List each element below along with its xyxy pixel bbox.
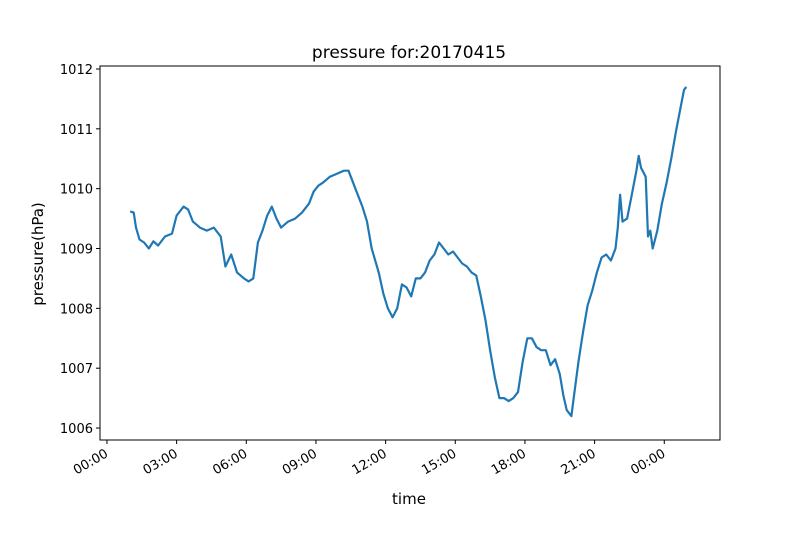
- x-tick-label: 09:00: [280, 446, 320, 478]
- x-tick-label: 06:00: [210, 446, 250, 478]
- x-tick-label: 03:00: [141, 446, 181, 478]
- y-tick-label: 1011: [60, 123, 93, 138]
- x-tick-label: 18:00: [489, 446, 529, 478]
- x-tick-label: 21:00: [559, 446, 599, 478]
- x-tick-label: 00:00: [628, 446, 668, 478]
- y-axis-label: pressure(hPa): [29, 202, 47, 306]
- y-tick-label: 1010: [60, 183, 93, 198]
- plot-area: 1006 1007 1008 1009 1010 1011 1012 00:00 03:00 06…: [60, 63, 721, 478]
- x-tick-label: 12:00: [350, 446, 390, 478]
- y-tick-label: 1007: [60, 362, 93, 377]
- y-tick-label: 1008: [60, 302, 93, 317]
- series-line-0: [129, 86, 688, 418]
- y-tick-label: 1009: [60, 243, 93, 258]
- chart-title: pressure for:20170415: [312, 43, 506, 63]
- x-axis-label: time: [392, 490, 426, 508]
- x-tick-label: 15:00: [419, 446, 459, 478]
- plot-frame: [99, 65, 721, 441]
- y-tick-label: 1012: [60, 63, 93, 78]
- y-tick-label: 1006: [60, 422, 93, 437]
- x-tick-label: 00:00: [71, 446, 111, 478]
